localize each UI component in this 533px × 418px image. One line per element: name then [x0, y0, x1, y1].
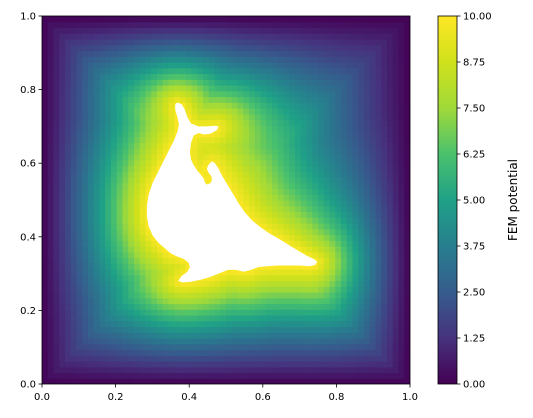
x-tick-label: 0.2: [108, 392, 124, 403]
colorbar-axis: 0.00 1.25 2.50 3.75 5.00 6.25 7.50 8.75 10.00: [457, 12, 492, 391]
y-tick-label: 0.4: [20, 232, 36, 243]
x-tick-label: 0.4: [181, 392, 197, 403]
x-axis: 0.0 0.2 0.4 0.6 0.8 1.0: [34, 384, 418, 403]
y-tick-label: 0.2: [20, 306, 36, 317]
x-tick-label: 1.0: [402, 392, 418, 403]
colorbar-tick-label: 1.25: [463, 334, 485, 345]
colorbar: [437, 15, 458, 385]
dolphin-hole: [146, 102, 318, 283]
y-tick-label: 0.0: [20, 380, 36, 391]
colorbar-tick-label: 2.50: [463, 288, 485, 299]
colorbar-tick-label: 0.00: [463, 380, 485, 391]
y-tick-label: 0.8: [20, 85, 36, 96]
x-tick-label: 0.6: [255, 392, 271, 403]
x-tick-label: 0.0: [34, 392, 50, 403]
colorbar-tick-label: 6.25: [463, 150, 485, 161]
colorbar-tick-label: 10.00: [463, 12, 492, 23]
colorbar-tick-label: 5.00: [463, 196, 485, 207]
colorbar-label: FEM potential: [506, 159, 520, 241]
colorbar-tick-label: 3.75: [463, 242, 485, 253]
y-tick-label: 1.0: [20, 12, 36, 23]
x-tick-label: 0.8: [328, 392, 344, 403]
colorbar-tick-label: 7.50: [463, 104, 485, 115]
plot-frame: [41, 15, 411, 385]
y-tick-label: 0.6: [20, 159, 36, 170]
y-axis: 0.0 0.2 0.4 0.6 0.8 1.0: [20, 12, 42, 391]
colorbar-tick-label: 8.75: [463, 58, 485, 69]
